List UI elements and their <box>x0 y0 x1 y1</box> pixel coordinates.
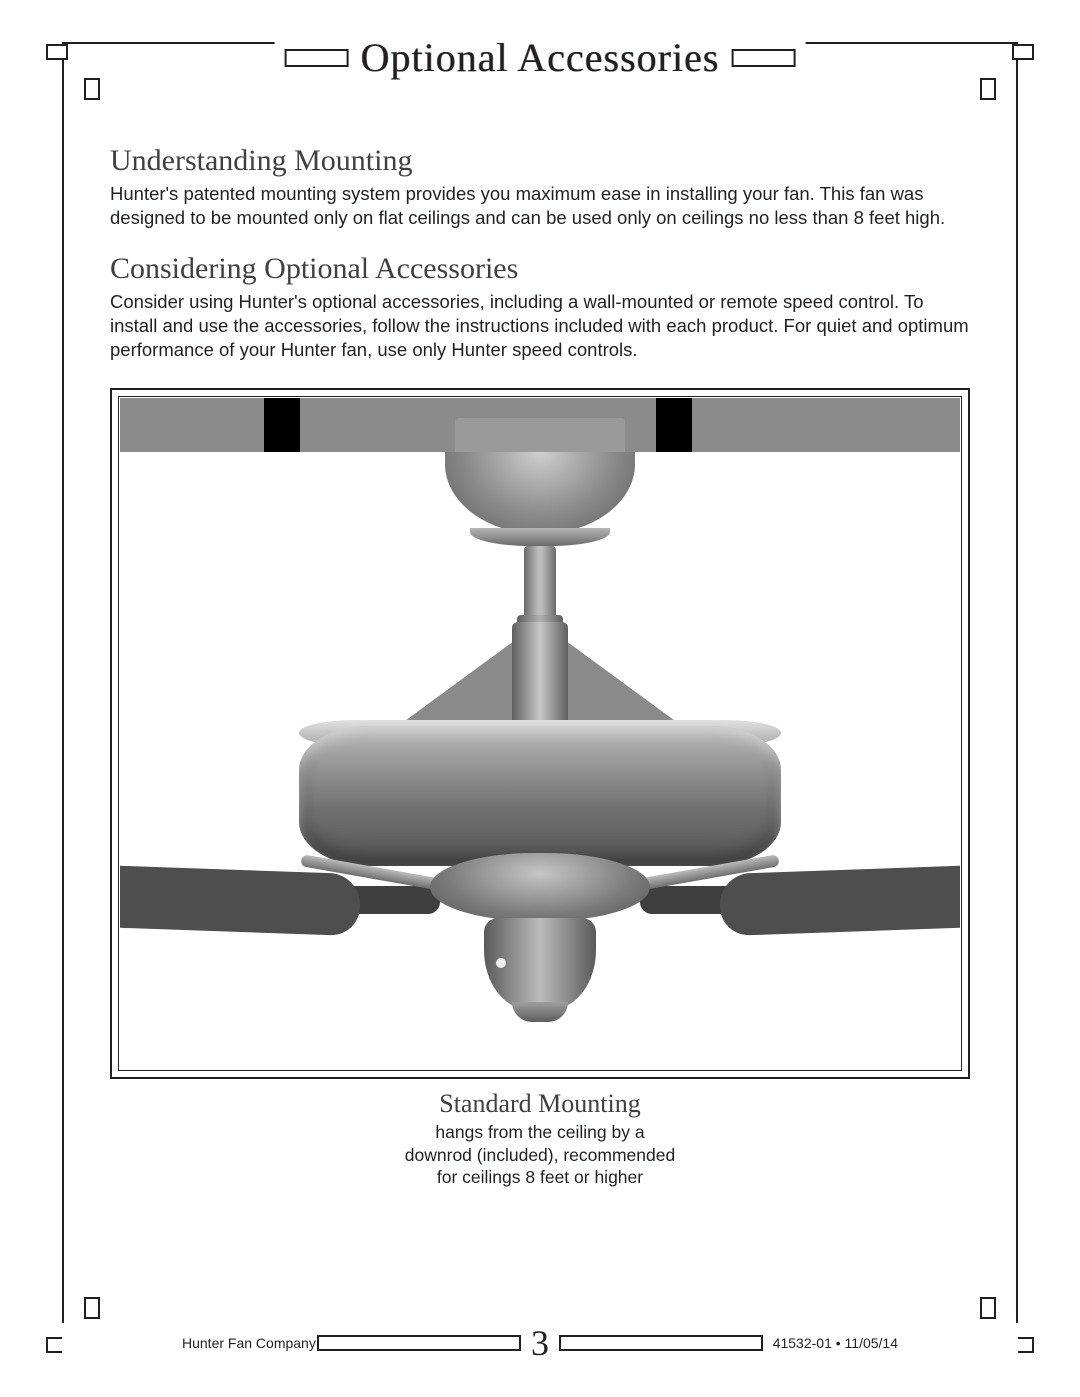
corner-ornament-icon <box>46 36 116 106</box>
footer-company: Hunter Fan Company <box>182 1335 316 1351</box>
figure-frame <box>110 388 970 1079</box>
page-number: 3 <box>531 1322 549 1364</box>
corner-ornament-icon <box>964 36 1034 106</box>
fan-diagram <box>120 398 960 1069</box>
light-kit-housing <box>484 918 596 1010</box>
footer-cap-right-icon <box>559 1335 763 1351</box>
fan-canopy-lip <box>470 528 610 546</box>
footer-doc-id: 41532-01 • 11/05/14 <box>773 1335 898 1351</box>
ceiling-mount-plate <box>455 418 625 455</box>
title-cap-left-icon <box>285 49 349 67</box>
fan-blade <box>720 866 960 936</box>
section-heading-mounting: Understanding Mounting <box>110 144 970 178</box>
motor-housing-upper-highlight <box>512 622 568 732</box>
figure-caption: Standard Mounting hangs from the ceiling… <box>110 1089 970 1188</box>
footer-cap-left-icon <box>317 1335 521 1351</box>
fan-canopy <box>445 452 635 534</box>
caption-line: downrod (included), recommended <box>110 1144 970 1166</box>
motor-hub <box>430 853 650 921</box>
caption-line: hangs from the ceiling by a <box>110 1121 970 1143</box>
fan-blade <box>120 866 360 936</box>
ceiling-joist-icon <box>656 398 692 452</box>
content-area: Understanding Mounting Hunter's patented… <box>110 130 970 1188</box>
caption-heading: Standard Mounting <box>110 1089 970 1119</box>
pull-switch-icon <box>496 958 506 968</box>
page-footer: Hunter Fan Company 3 41532-01 • 11/05/14 <box>62 1323 1018 1363</box>
ceiling-joist-icon <box>264 398 300 452</box>
fan-downrod <box>524 546 556 624</box>
motor-body <box>299 726 781 866</box>
figure-frame-inner <box>118 396 962 1071</box>
caption-line: for ceilings 8 feet or higher <box>110 1166 970 1188</box>
page-title: Optional Accessories <box>361 34 720 81</box>
section-body-accessories: Consider using Hunter's optional accesso… <box>110 290 970 362</box>
section-heading-accessories: Considering Optional Accessories <box>110 252 970 286</box>
title-banner: Optional Accessories <box>275 34 806 81</box>
page: Optional Accessories Understanding Mount… <box>0 0 1080 1397</box>
section-body-mounting: Hunter's patented mounting system provid… <box>110 182 970 230</box>
title-cap-right-icon <box>731 49 795 67</box>
